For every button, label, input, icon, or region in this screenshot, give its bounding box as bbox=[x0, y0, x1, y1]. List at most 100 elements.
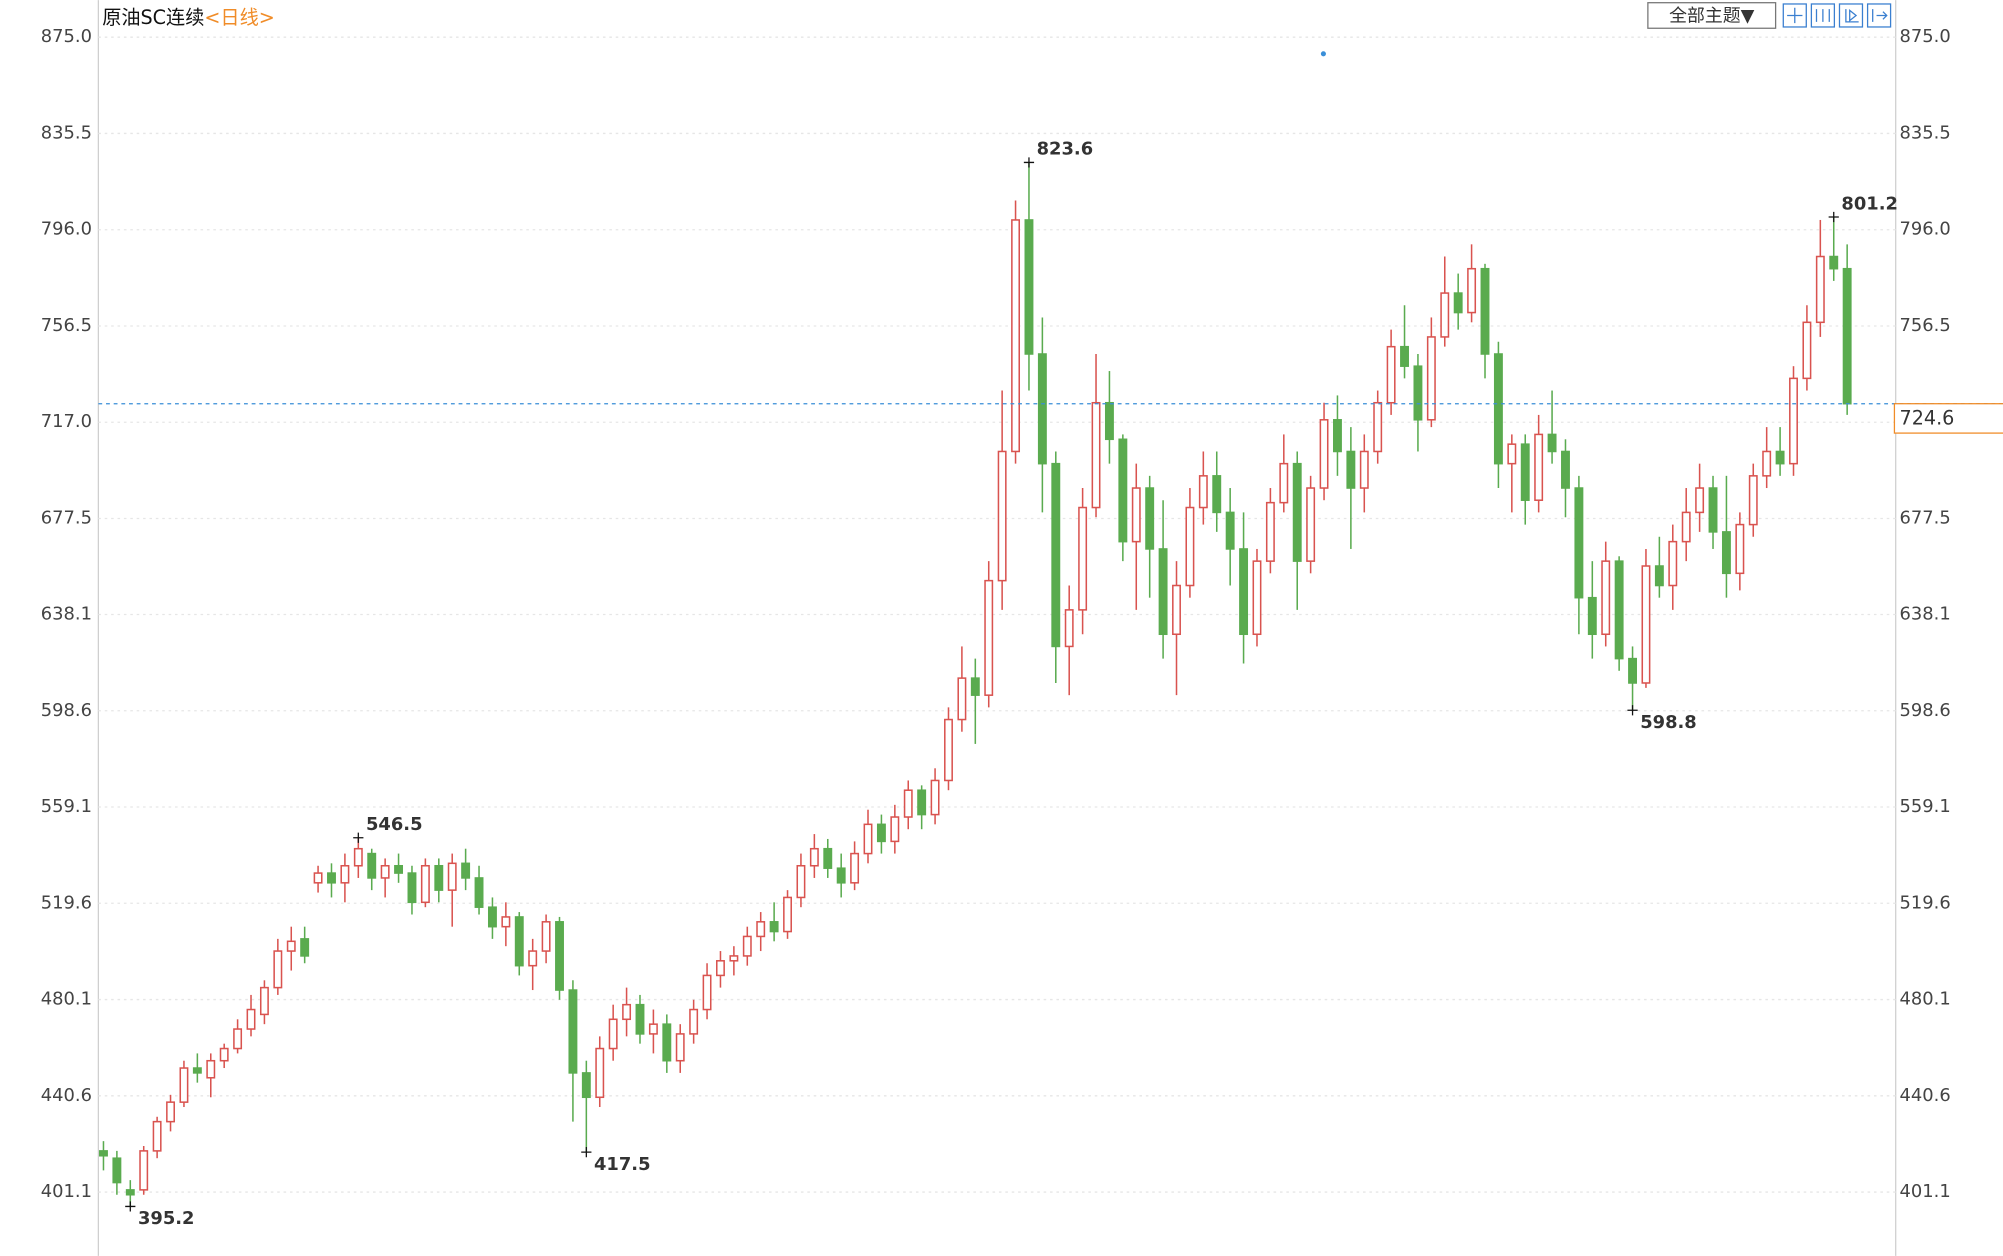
candle-body bbox=[1721, 531, 1731, 575]
y2-tick-label: 796.0 bbox=[1900, 219, 1951, 240]
candle-body bbox=[863, 823, 873, 855]
candle-body bbox=[1467, 267, 1477, 314]
extreme-marker bbox=[125, 1201, 136, 1212]
candle-body bbox=[1198, 475, 1208, 509]
candle-body bbox=[1292, 462, 1302, 562]
tool-icon-glyph bbox=[1815, 9, 1830, 22]
candle-body bbox=[1748, 475, 1758, 526]
candle-body bbox=[930, 779, 940, 816]
candle-body bbox=[1547, 433, 1557, 453]
marker-dot bbox=[1320, 51, 1326, 57]
candle-body bbox=[394, 864, 404, 874]
candle-body bbox=[729, 955, 739, 962]
candle-body bbox=[1212, 475, 1222, 514]
price-label-box bbox=[1893, 403, 2003, 434]
candle-body bbox=[1601, 560, 1611, 636]
candle-body bbox=[125, 1189, 135, 1196]
candle-body bbox=[1104, 401, 1114, 441]
candle-body bbox=[648, 1023, 658, 1035]
tool-icon-glyph bbox=[1787, 7, 1803, 24]
y2-tick-label: 401.1 bbox=[1900, 1181, 1951, 1202]
candle-body bbox=[581, 1072, 591, 1099]
theme-button-box[interactable] bbox=[1647, 2, 1777, 29]
candle-body bbox=[876, 823, 886, 843]
candle-body bbox=[1440, 292, 1450, 338]
candle-body bbox=[313, 872, 323, 884]
candle-body bbox=[206, 1059, 216, 1079]
extreme-label: 395.2 bbox=[138, 1208, 195, 1229]
y-tick-label: 756.5 bbox=[41, 315, 92, 336]
subtitle: <日线> bbox=[204, 6, 274, 29]
candle-body bbox=[970, 677, 980, 696]
candle-body bbox=[1158, 548, 1168, 636]
candle-body bbox=[568, 989, 578, 1074]
candle-body bbox=[99, 1150, 108, 1157]
candle-body bbox=[1628, 657, 1638, 684]
candle-body bbox=[1668, 540, 1678, 587]
candle-body bbox=[555, 921, 564, 991]
candle-body bbox=[890, 816, 900, 843]
y2-tick-label: 480.1 bbox=[1900, 989, 1951, 1010]
y-tick-label: 638.1 bbox=[41, 604, 92, 625]
candle-body bbox=[1493, 353, 1503, 465]
candle-body bbox=[434, 864, 444, 891]
y2-tick-label: 598.6 bbox=[1900, 700, 1951, 721]
candle-body bbox=[1681, 511, 1691, 543]
y-tick-label: 677.5 bbox=[41, 507, 92, 528]
candle-body bbox=[1037, 353, 1047, 465]
candle-body bbox=[353, 847, 363, 867]
extreme-marker bbox=[353, 832, 364, 843]
candle-body bbox=[1641, 565, 1651, 684]
candle-body bbox=[1775, 450, 1785, 465]
y2-tick-label: 638.1 bbox=[1900, 604, 1951, 625]
y-tick-label: 796.0 bbox=[41, 219, 92, 240]
candle-body bbox=[1265, 501, 1275, 562]
candle-body bbox=[327, 872, 336, 884]
theme-button[interactable]: 全部主题▼ bbox=[1669, 6, 1755, 27]
candle-body bbox=[1587, 596, 1597, 636]
candle-body bbox=[756, 921, 766, 938]
candle-body bbox=[1480, 267, 1490, 355]
candle-body bbox=[1386, 345, 1396, 404]
candle-body bbox=[340, 864, 350, 884]
candle-body bbox=[1078, 506, 1088, 611]
candle-body bbox=[1708, 487, 1718, 533]
candle-body bbox=[1534, 433, 1544, 501]
extreme-label: 598.8 bbox=[1640, 712, 1697, 733]
extreme-marker bbox=[581, 1146, 592, 1158]
candle-body bbox=[474, 877, 484, 908]
candle-body bbox=[1319, 419, 1329, 489]
candle-body bbox=[917, 789, 927, 816]
tool-icon-glyph bbox=[1872, 9, 1888, 22]
candle-body bbox=[233, 1028, 243, 1050]
chart-title: 原油SC连续<日线> bbox=[102, 6, 275, 29]
candle-body bbox=[1561, 450, 1570, 489]
candle-body bbox=[742, 935, 752, 957]
candle-body bbox=[1400, 345, 1409, 367]
candle-body bbox=[1131, 487, 1141, 543]
candle-body bbox=[1172, 584, 1181, 636]
y-tick-label: 440.6 bbox=[41, 1085, 92, 1106]
candle-body bbox=[662, 1023, 672, 1062]
candle-body bbox=[1507, 443, 1517, 465]
tool-icon[interactable] bbox=[1838, 3, 1864, 28]
y-tick-label: 835.5 bbox=[41, 122, 92, 143]
candle-body bbox=[152, 1120, 162, 1152]
y-tick-label: 480.1 bbox=[41, 989, 92, 1010]
candle-body bbox=[487, 906, 497, 928]
candle-body bbox=[836, 867, 846, 884]
candle-body bbox=[823, 847, 833, 869]
candle-body bbox=[192, 1067, 202, 1074]
candle-body bbox=[769, 921, 779, 933]
candle-body bbox=[1091, 401, 1101, 509]
candle-body bbox=[501, 916, 511, 928]
candle-body bbox=[1802, 321, 1812, 380]
candle-body bbox=[514, 916, 524, 967]
candle-body bbox=[1279, 462, 1289, 504]
candle-body bbox=[1024, 219, 1034, 355]
candle-body bbox=[367, 852, 377, 879]
candle-body bbox=[1520, 443, 1530, 501]
candle-body bbox=[716, 960, 725, 977]
candle-body bbox=[407, 872, 417, 904]
